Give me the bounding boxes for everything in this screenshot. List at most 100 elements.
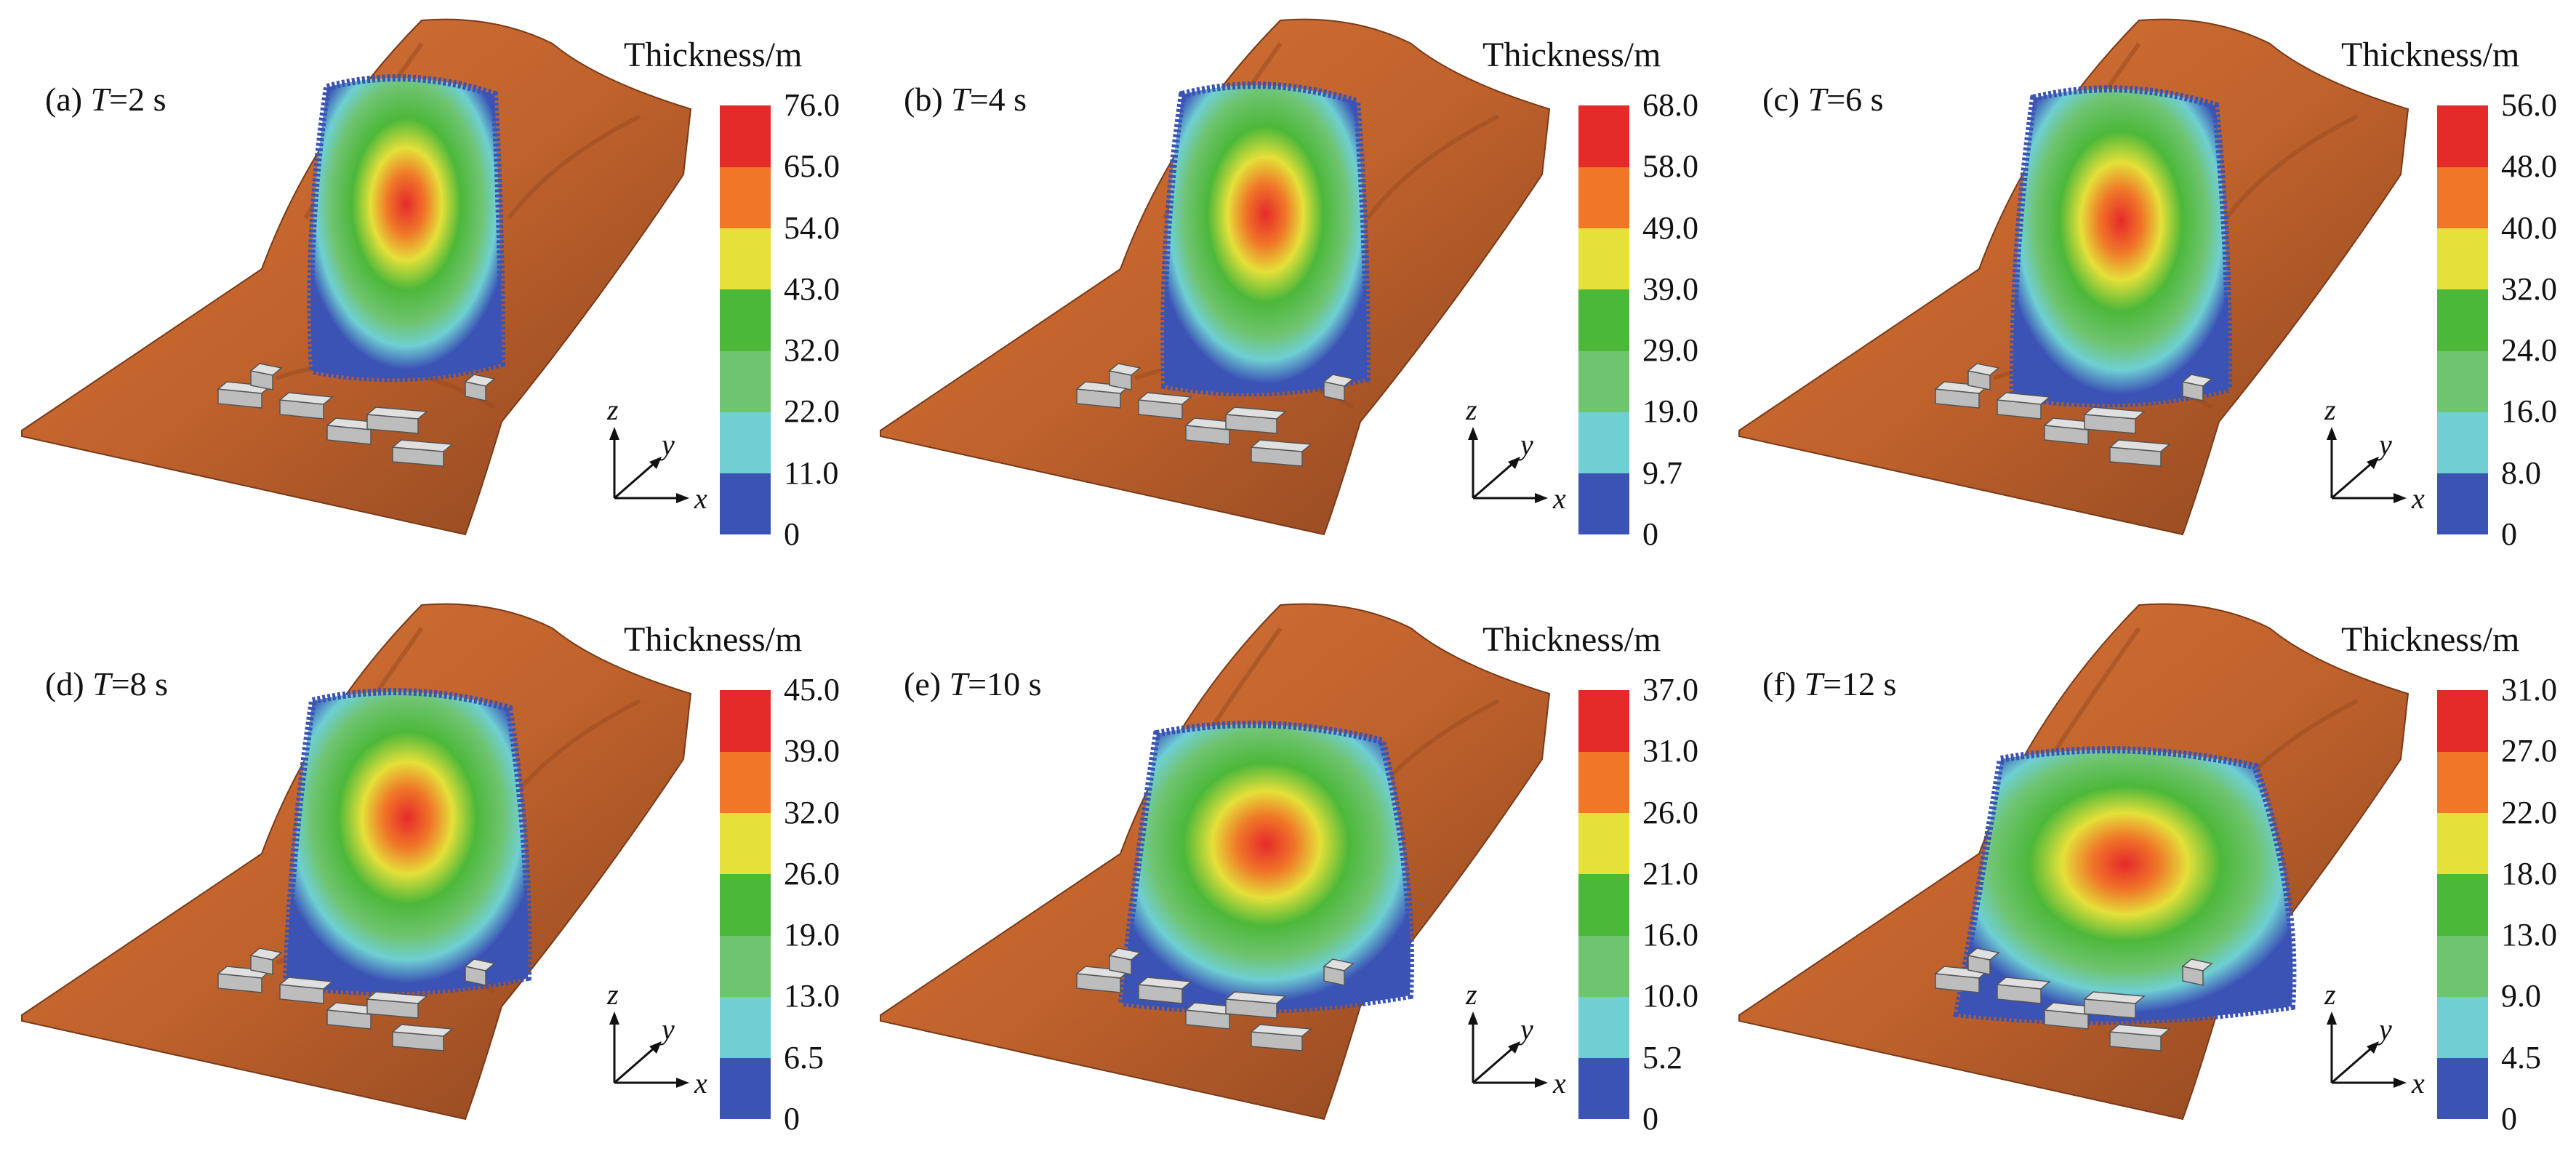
colorbar-tick-label: 32.0 [784, 794, 840, 830]
axis-y-label: y [659, 428, 675, 461]
panel-label: (d) T=8 s [45, 665, 168, 703]
colorbar-segment [2437, 996, 2488, 1059]
axes-indicator: z yx [1465, 393, 1566, 515]
colorbar-tick-label: 22.0 [2501, 794, 2557, 830]
colorbar-segment [1578, 812, 1629, 875]
colorbar-tick-label: 0 [2501, 516, 2517, 552]
colorbar-tick-label: 26.0 [784, 855, 840, 891]
colorbar-tick-label: 45.0 [784, 672, 840, 708]
colorbar [1578, 690, 1629, 1120]
colorbar-tick-label: 21.0 [1642, 855, 1698, 891]
building [1137, 977, 1192, 1004]
colorbar-tick-label: 65.0 [784, 148, 840, 185]
landslide-deposit [2009, 85, 2233, 408]
colorbar-tick-label: 16.0 [2501, 393, 2557, 430]
time-variable: T [1807, 81, 1827, 118]
time-variable: T [92, 665, 111, 702]
colorbar-segment [720, 167, 771, 229]
time-variable: T [90, 81, 110, 118]
colorbar-tick-label: 0 [2501, 1101, 2517, 1137]
colorbar-segment [2437, 935, 2488, 997]
time-value: =2 s [109, 81, 166, 118]
colorbar-tick-label: 0 [1642, 1101, 1658, 1137]
colorbar-segment [2437, 751, 2488, 814]
colorbar-segment [720, 812, 771, 875]
time-value: =4 s [969, 81, 1027, 118]
colorbar-tick-label: 39.0 [1642, 271, 1698, 307]
colorbar-tick-label: 48.0 [2501, 148, 2557, 185]
colorbar-tick-label: 0 [784, 516, 800, 552]
colorbar-tick-label: 9.0 [2501, 978, 2541, 1014]
legend-title: Thickness/m [2341, 36, 2520, 74]
colorbar-tick-label: 8.0 [2501, 454, 2541, 491]
building [217, 381, 272, 409]
building [1184, 417, 1240, 445]
panel-d: z y x (d) T=8 s Thickness/m 0 6.5 13.0 19.0 26.0 3… [0, 585, 859, 1169]
building [464, 958, 496, 986]
building [1967, 363, 2000, 390]
colorbar-tick-label: 10.0 [1642, 978, 1698, 1014]
panel-a: z y x (a) T=2 s Thickness/m 0 11.0 22.0 32.0 43.0… [0, 0, 859, 585]
building [391, 1024, 454, 1051]
colorbar-tick-label: 31.0 [2501, 672, 2557, 708]
colorbar [1578, 105, 1629, 535]
colorbar-segment [1578, 1057, 1629, 1120]
colorbar-tick-label: 18.0 [2501, 855, 2557, 891]
building [1996, 977, 2051, 1004]
legend-title: Thickness/m [1482, 36, 1661, 74]
colorbar-segment [1578, 350, 1629, 412]
colorbar-tick-label: 9.7 [1642, 454, 1682, 491]
colorbar-segment [1578, 289, 1629, 351]
colorbar-segment [2437, 873, 2488, 936]
colorbar-tick-label: 49.0 [1642, 209, 1698, 246]
colorbar [720, 105, 771, 535]
colorbar-segment [2437, 105, 2488, 167]
colorbar-tick-label: 11.0 [784, 454, 839, 491]
landslide-deposit [1160, 81, 1371, 397]
colorbar-segment [2437, 350, 2488, 412]
colorbar-segment [1578, 996, 1629, 1059]
terrain-view: z yx [1738, 18, 2425, 536]
panel-letter: (c) [1762, 81, 1808, 118]
colorbar-tick-label: 13.0 [2501, 917, 2557, 953]
time-variable: T [1804, 665, 1823, 702]
building [1137, 392, 1192, 420]
colorbar-segment [1578, 473, 1629, 535]
building [366, 991, 428, 1019]
axis-x-label: x [1552, 482, 1566, 515]
colorbar-tick-label: 40.0 [2501, 209, 2557, 246]
colorbar-segment [1578, 167, 1629, 229]
colorbar-tick-label: 22.0 [784, 393, 840, 430]
colorbar-segment [720, 935, 771, 997]
time-value: =6 s [1826, 81, 1884, 118]
building [2108, 1024, 2171, 1051]
colorbar-tick-label: 19.0 [1642, 393, 1698, 430]
building [2181, 958, 2213, 986]
colorbar [2437, 690, 2488, 1120]
colorbar-segment [720, 412, 771, 474]
building [1934, 966, 1989, 993]
panel-letter: (d) [45, 665, 93, 702]
colorbar-tick-label: 16.0 [1642, 917, 1698, 953]
building [278, 392, 334, 420]
colorbar-segment [2437, 473, 2488, 535]
colorbar-segment [1578, 751, 1629, 814]
colorbar-segment [1578, 935, 1629, 997]
colorbar-tick-label: 31.0 [1642, 733, 1698, 769]
building [1224, 406, 1287, 434]
terrain-view: z yx [21, 603, 707, 1121]
terrain-view: z yx [880, 18, 1566, 536]
panel-letter: (e) [904, 665, 950, 702]
colorbar-segment [720, 228, 771, 290]
panel-label: (e) T=10 s [904, 665, 1042, 703]
axes-indicator: z yx [606, 393, 707, 515]
colorbar-segment [720, 350, 771, 412]
colorbar-segment [2437, 412, 2488, 474]
colorbar-tick-label: 5.2 [1642, 1039, 1682, 1075]
terrain-view: z yx [880, 603, 1566, 1121]
panel-label: (f) T=12 s [1762, 665, 1896, 703]
axis-x-label: x [694, 482, 707, 515]
building [1250, 1024, 1312, 1051]
colorbar-tick-label: 0 [784, 1101, 800, 1137]
